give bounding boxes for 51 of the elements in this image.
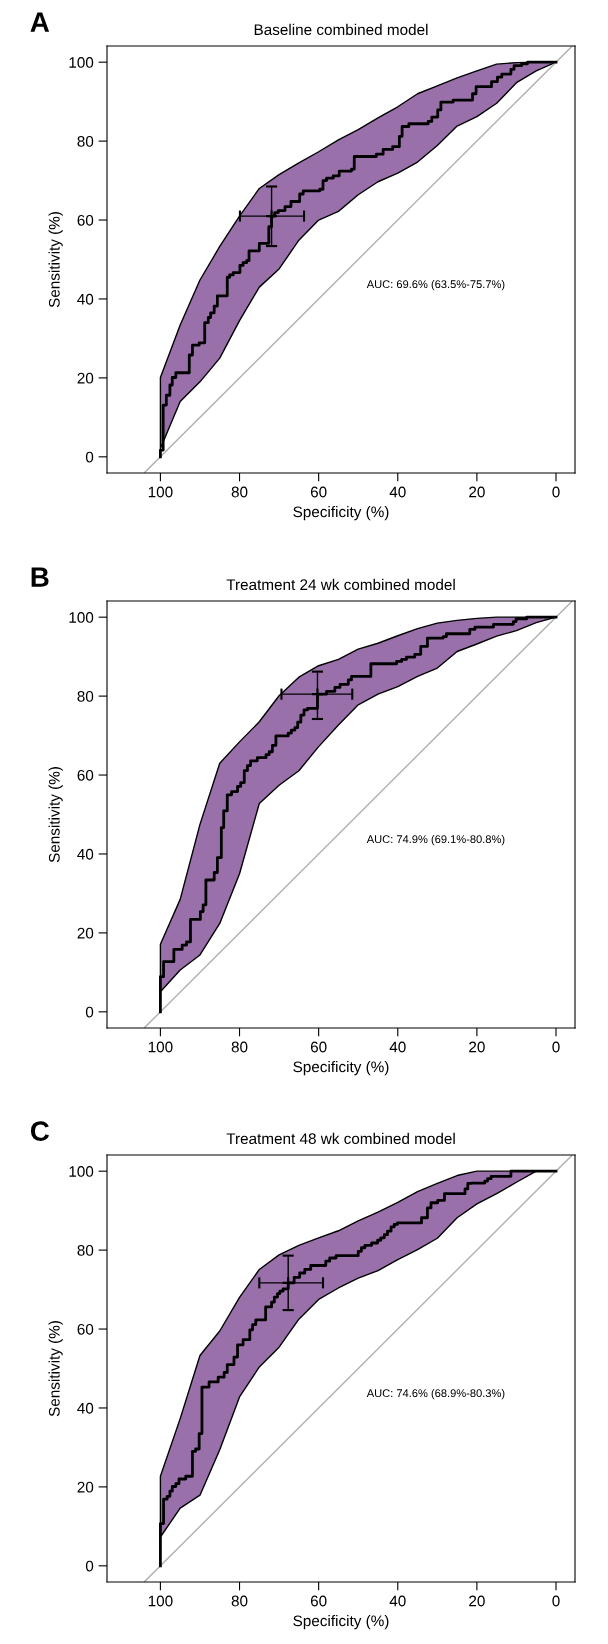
chart-title: Treatment 48 wk combined model xyxy=(226,1132,455,1145)
chart-title: Treatment 24 wk combined model xyxy=(226,578,455,591)
y-tick-label: 80 xyxy=(77,1244,94,1256)
y-tick-label: 20 xyxy=(77,372,94,384)
y-tick-label: 20 xyxy=(77,927,94,939)
x-tick-label: 100 xyxy=(148,1041,173,1053)
y-tick-label: 0 xyxy=(85,1560,94,1572)
text: B xyxy=(31,567,49,587)
y-tick-label: 100 xyxy=(69,612,94,623)
x-tick-label: 20 xyxy=(469,1595,485,1607)
x-tick-label: 0 xyxy=(552,486,560,498)
x-tick-label: 40 xyxy=(389,486,406,498)
y-tick-label: 80 xyxy=(77,690,94,702)
x-tick-label: 0 xyxy=(552,1595,560,1607)
y-tick-label: 40 xyxy=(77,293,94,305)
annotation: AUC: 69.6% (63.5%-75.7%) xyxy=(366,279,505,291)
text: A xyxy=(30,12,50,32)
x-tick-label: 100 xyxy=(148,1595,173,1607)
y-tick-label: 80 xyxy=(77,135,94,147)
x-tick-label: 60 xyxy=(310,486,327,498)
y-tick-label: 0 xyxy=(85,451,94,463)
x-axis-title: Specificity (%) xyxy=(293,1614,389,1630)
x-tick-label: 60 xyxy=(310,1041,327,1053)
y-tick-label: 20 xyxy=(77,1481,94,1493)
y-tick-label: 60 xyxy=(77,214,94,226)
x-tick-label: 60 xyxy=(310,1595,327,1607)
x-tick-label: 20 xyxy=(469,1041,485,1053)
y-tick-label: 60 xyxy=(77,1323,94,1335)
y-axis-title: Sensitivity (%) xyxy=(48,1321,63,1417)
x-tick-label: 100 xyxy=(148,486,173,498)
x-tick-label: 40 xyxy=(389,1595,406,1607)
x-tick-label: 80 xyxy=(231,1595,248,1607)
x-tick-label: 20 xyxy=(469,486,485,498)
y-tick-label: 40 xyxy=(77,848,94,860)
x-tick-label: 80 xyxy=(231,1041,248,1053)
x-tick-label: 40 xyxy=(389,1041,406,1053)
x-axis-title: Specificity (%) xyxy=(293,1060,389,1076)
y-tick-label: 100 xyxy=(69,57,94,68)
x-tick-label: 80 xyxy=(231,486,248,498)
chart-title: Baseline combined model xyxy=(254,23,428,36)
y-tick-label: 60 xyxy=(77,769,94,781)
y-tick-label: 100 xyxy=(69,1166,94,1177)
y-tick-label: 40 xyxy=(77,1402,94,1414)
y-tick-label: 0 xyxy=(85,1006,94,1018)
annotation: AUC: 74.6% (68.9%-80.3%) xyxy=(366,1388,505,1400)
y-axis-title: Sensitivity (%) xyxy=(48,767,63,863)
annotation: AUC: 74.9% (69.1%-80.8%) xyxy=(366,834,505,846)
text: C xyxy=(30,1121,50,1141)
x-tick-label: 0 xyxy=(552,1041,560,1053)
x-axis-title: Specificity (%) xyxy=(293,505,389,521)
y-axis-title: Sensitivity (%) xyxy=(48,212,63,308)
